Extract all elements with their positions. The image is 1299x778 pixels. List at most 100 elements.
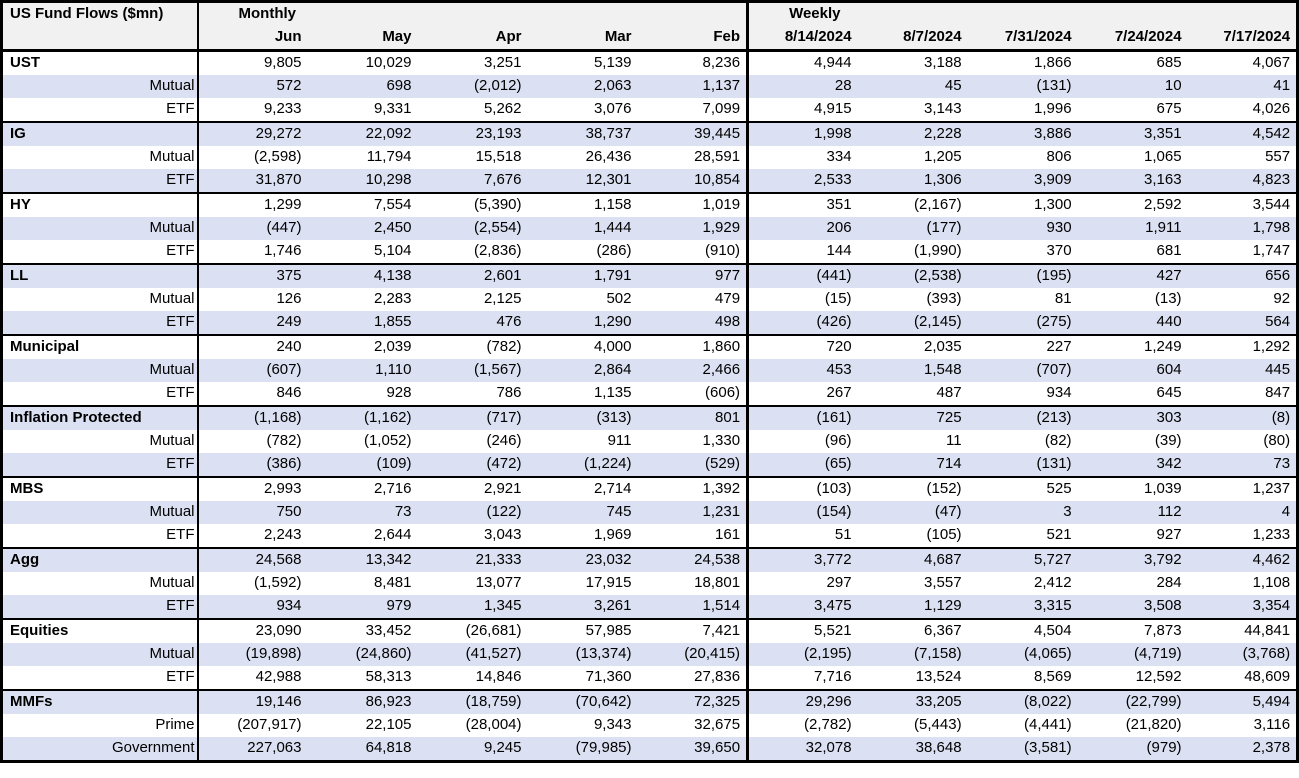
value-cell: 2,644 xyxy=(307,524,418,548)
value-cell: (2,836) xyxy=(417,240,528,264)
value-cell: 645 xyxy=(1077,382,1188,406)
table-row: Municipal 240 2,039 (782) 4,000 1,860 720 2,035… xyxy=(1,335,1298,359)
value-cell: 72,325 xyxy=(637,690,748,714)
value-cell: 2,039 xyxy=(307,335,418,359)
value-cell: 4,138 xyxy=(307,264,418,288)
value-cell: 4,067 xyxy=(1187,50,1298,75)
value-cell: 572 xyxy=(197,75,308,98)
value-cell: 2,716 xyxy=(307,477,418,501)
value-cell: 7,676 xyxy=(417,169,528,193)
table-row: ETF 1,746 5,104 (2,836) (286) (910) 144 (1,990)… xyxy=(1,240,1298,264)
value-cell: (5,443) xyxy=(857,714,968,737)
value-cell: 487 xyxy=(857,382,968,406)
value-cell: 3,261 xyxy=(527,595,638,619)
value-cell: 3,508 xyxy=(1077,595,1188,619)
value-cell: 22,092 xyxy=(307,122,418,146)
row-group-label: MMFs xyxy=(1,690,199,714)
value-cell: 17,915 xyxy=(527,572,638,595)
value-cell: (5,390) xyxy=(417,193,528,217)
value-cell: 303 xyxy=(1077,406,1188,430)
value-cell: 4,000 xyxy=(527,335,638,359)
value-cell: 2,714 xyxy=(527,477,638,501)
value-cell: (2,598) xyxy=(197,146,308,169)
value-cell: 342 xyxy=(1077,453,1188,477)
value-cell: 23,032 xyxy=(527,548,638,572)
value-cell: 2,921 xyxy=(417,477,528,501)
value-cell: 1,137 xyxy=(637,75,748,98)
row-group-label: IG xyxy=(1,122,199,146)
table-row: ETF 846 928 786 1,135 (606) 267 487 934 645 847 xyxy=(1,382,1298,406)
value-cell: 8,569 xyxy=(967,666,1078,690)
value-cell: (472) xyxy=(417,453,528,477)
table-row: Prime (207,917) 22,105 (28,004) 9,343 32,675(… xyxy=(1,714,1298,737)
value-cell: 1,969 xyxy=(527,524,638,548)
value-cell: 698 xyxy=(307,75,418,98)
row-group-label: Agg xyxy=(1,548,199,572)
table-row: IG 29,272 22,092 23,193 38,737 39,445 1,998 2,2… xyxy=(1,122,1298,146)
value-cell: 9,343 xyxy=(527,714,638,737)
value-cell: (26,681) xyxy=(417,619,528,643)
value-cell: (979) xyxy=(1077,737,1188,762)
value-cell: 26,436 xyxy=(527,146,638,169)
table-title: US Fund Flows ($mn) xyxy=(1,1,199,51)
date-column-header: 8/7/2024 xyxy=(857,26,968,51)
header-band-row: US Fund Flows ($mn) Monthly Weekly xyxy=(1,1,1298,51)
table-row: Inflation Protected (1,168) (1,162) (717) (3… xyxy=(1,406,1298,430)
value-cell: 14,846 xyxy=(417,666,528,690)
row-group-label: Inflation Protected xyxy=(1,406,199,430)
value-cell: 48,609 xyxy=(1187,666,1298,690)
value-cell: 4,915 xyxy=(746,98,858,122)
row-group-label: Equities xyxy=(1,619,199,643)
value-cell: 979 xyxy=(307,595,418,619)
table-row: Equities 23,090 33,452 (26,681) 57,985 7,421 5… xyxy=(1,619,1298,643)
value-cell: (3,581) xyxy=(967,737,1078,762)
value-cell: 1,998 xyxy=(746,122,858,146)
value-cell: (15) xyxy=(746,288,858,311)
value-cell: (2,538) xyxy=(857,264,968,288)
value-cell: 2,283 xyxy=(307,288,418,311)
table-row: MMFs 19,146 86,923 (18,759) (70,642) 72,325 29… xyxy=(1,690,1298,714)
value-cell: 934 xyxy=(967,382,1078,406)
value-cell: (65) xyxy=(746,453,858,477)
table-row: LL 375 4,138 2,601 1,791 977 (441) (2,538) (195)… xyxy=(1,264,1298,288)
table-row: ETF (386) (109) (472) (1,224) (529) (65) 714 (13… xyxy=(1,453,1298,477)
value-cell: 11,794 xyxy=(307,146,418,169)
value-cell: (131) xyxy=(967,75,1078,98)
value-cell: (393) xyxy=(857,288,968,311)
value-cell: (80) xyxy=(1187,430,1298,453)
value-cell: (22,799) xyxy=(1077,690,1188,714)
value-cell: 33,205 xyxy=(857,690,968,714)
value-cell: (207,917) xyxy=(197,714,308,737)
value-cell: 801 xyxy=(637,406,748,430)
value-cell: 3,772 xyxy=(746,548,858,572)
weekly-band-header: Weekly xyxy=(746,1,1298,26)
value-cell: (8,022) xyxy=(967,690,1078,714)
value-cell: 4,026 xyxy=(1187,98,1298,122)
value-cell: 370 xyxy=(967,240,1078,264)
value-cell: 8,481 xyxy=(307,572,418,595)
value-cell: 1,911 xyxy=(1077,217,1188,240)
value-cell: 911 xyxy=(527,430,638,453)
value-cell: (4,719) xyxy=(1077,643,1188,666)
table-row: MBS 2,993 2,716 2,921 2,714 1,392 (103) (152) 52… xyxy=(1,477,1298,501)
value-cell: 1,860 xyxy=(637,335,748,359)
value-cell: 22,105 xyxy=(307,714,418,737)
row-sub-label: Mutual xyxy=(1,501,199,524)
table-row: ETF 2,243 2,644 3,043 1,969 161 51 (105) 521 927 1… xyxy=(1,524,1298,548)
value-cell: 1,135 xyxy=(527,382,638,406)
value-cell: 24,568 xyxy=(197,548,308,572)
value-cell: (47) xyxy=(857,501,968,524)
value-cell: 714 xyxy=(857,453,968,477)
value-cell: (195) xyxy=(967,264,1078,288)
value-cell: 32,078 xyxy=(746,737,858,762)
table-row: ETF 31,870 10,298 7,676 12,301 10,854 2,533 1,3… xyxy=(1,169,1298,193)
value-cell: 86,923 xyxy=(307,690,418,714)
value-cell: (2,145) xyxy=(857,311,968,335)
value-cell: (13) xyxy=(1077,288,1188,311)
value-cell: 32,675 xyxy=(637,714,748,737)
value-cell: (109) xyxy=(307,453,418,477)
table-header: US Fund Flows ($mn) Monthly Weekly Jun M… xyxy=(1,1,1298,51)
table-row: Mutual 750 73 (122) 745 1,231 (154) (47) 3 112 4 xyxy=(1,501,1298,524)
value-cell: (7,158) xyxy=(857,643,968,666)
